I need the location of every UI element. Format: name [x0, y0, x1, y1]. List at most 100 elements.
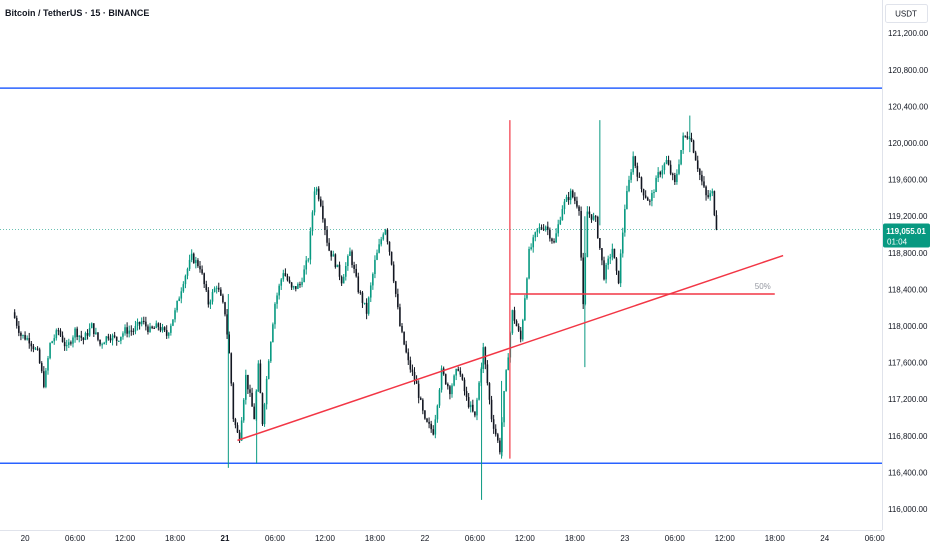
- candle-body: [115, 336, 118, 341]
- candle-body: [101, 344, 103, 346]
- candle-body: [569, 190, 572, 201]
- candle-body: [515, 320, 518, 327]
- candle-body: [45, 370, 47, 387]
- candle-body: [201, 269, 203, 274]
- time-tick-label: 20: [21, 534, 30, 543]
- candle-body: [43, 371, 45, 387]
- candle-body: [70, 342, 72, 344]
- candle-body: [492, 419, 495, 429]
- candle-body: [130, 330, 133, 332]
- time-tick-label: 18:00: [765, 534, 786, 543]
- candle-body: [701, 174, 703, 182]
- currency-label[interactable]: USDT: [895, 10, 917, 19]
- candle-body: [28, 338, 31, 344]
- candle-body: [195, 260, 197, 264]
- candle-body: [588, 211, 591, 215]
- candle-body: [355, 268, 357, 277]
- candle-body: [567, 197, 570, 201]
- candle-body: [90, 323, 93, 329]
- candle-body: [422, 399, 424, 411]
- candle-body: [140, 320, 143, 325]
- candle-body: [215, 287, 218, 289]
- candle-body: [511, 310, 514, 334]
- candle-body: [251, 392, 253, 407]
- candle-body: [619, 253, 622, 284]
- currency-selector[interactable]: USDT: [885, 4, 928, 23]
- candle-body: [534, 232, 537, 238]
- candle-body: [628, 179, 630, 192]
- candle-body: [340, 276, 343, 284]
- candle-body: [47, 358, 49, 371]
- candle-body: [465, 391, 468, 398]
- candle-body: [57, 330, 60, 332]
- candle-body: [344, 265, 347, 277]
- candle-body: [665, 159, 668, 164]
- candle-body: [478, 382, 480, 400]
- candle-body: [436, 405, 439, 420]
- candle-body: [476, 399, 478, 416]
- candle-body: [334, 254, 337, 268]
- candle-body: [65, 345, 68, 347]
- candle-body: [680, 150, 682, 165]
- annotation-layer[interactable]: 50%: [237, 120, 784, 459]
- candle-body: [270, 342, 272, 362]
- candle-body: [642, 189, 645, 196]
- drawing-layer[interactable]: [0, 87, 882, 464]
- candle-body: [403, 331, 405, 345]
- candle-body: [336, 264, 339, 268]
- candle-body: [351, 251, 353, 265]
- price-tick-label: 118,800.00: [888, 249, 928, 258]
- price-tick-label: 116,800.00: [888, 432, 928, 441]
- candle-body: [111, 335, 114, 341]
- candle-body: [238, 432, 241, 441]
- candle-body: [88, 328, 91, 336]
- candle-body: [120, 336, 122, 341]
- candle-body: [457, 369, 460, 371]
- time-tick-label: 23: [620, 534, 629, 543]
- candle-body: [315, 188, 318, 192]
- candle-body: [626, 191, 628, 210]
- time-tick-label: 06:00: [665, 534, 686, 543]
- candle-body: [284, 273, 287, 277]
- candle-body: [234, 419, 237, 426]
- time-tick-label: 18:00: [365, 534, 386, 543]
- candle-body: [299, 284, 301, 286]
- candle-body: [630, 172, 632, 180]
- candle-body: [34, 348, 37, 350]
- candle-body: [190, 253, 193, 260]
- candle-body: [249, 389, 251, 393]
- candle-body: [15, 318, 18, 326]
- candle-body: [607, 258, 609, 265]
- candle-body: [182, 284, 185, 292]
- time-axis[interactable]: 20 06:00 12:00 18:00 21 06:00 12:00 18:00 22 06:0…: [21, 534, 886, 543]
- candle-body: [638, 176, 641, 178]
- candle-body: [161, 327, 164, 331]
- candle-body: [113, 335, 116, 337]
- candle-body: [49, 343, 51, 359]
- candle-body: [463, 379, 466, 392]
- candle-body: [682, 135, 684, 151]
- candle-body: [624, 209, 626, 233]
- candle-body: [384, 229, 387, 235]
- candle-body: [447, 383, 449, 387]
- time-tick-label: 18:00: [565, 534, 586, 543]
- candle-body: [124, 327, 126, 334]
- candle-body: [644, 195, 647, 198]
- candle-body: [267, 361, 270, 379]
- candle-body: [536, 228, 539, 233]
- candle-body: [609, 257, 612, 259]
- candle-body: [419, 397, 422, 400]
- price-axis[interactable]: 116,000.00 116,400.00 116,800.00 117,200.00…: [888, 29, 929, 514]
- candle-body: [303, 269, 305, 282]
- candle-body: [84, 333, 87, 340]
- candle-body: [122, 333, 124, 337]
- candle-body: [22, 334, 24, 336]
- candle-body: [226, 314, 228, 335]
- candle-body: [68, 342, 70, 346]
- candle-body: [503, 391, 505, 423]
- candle-body: [405, 344, 407, 353]
- candle-body: [55, 330, 58, 339]
- candle-body: [319, 199, 322, 206]
- candle-body: [551, 238, 553, 242]
